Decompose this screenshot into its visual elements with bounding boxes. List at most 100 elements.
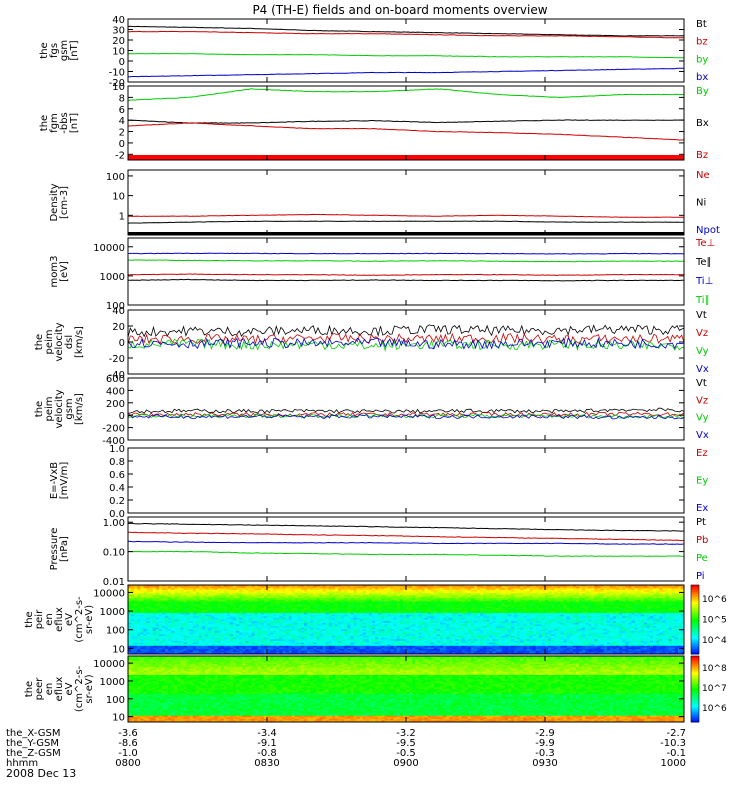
y-tick-label: -10 (109, 68, 125, 79)
y-tick-label: 100 (106, 626, 125, 637)
y-tick-label: 100 (106, 301, 125, 312)
colorbar-cell (691, 664, 699, 667)
colorbar-cell (691, 679, 699, 682)
legend-bx: bx (696, 72, 708, 83)
y-axis-label: [nT] (69, 40, 80, 60)
legend-Npot: Npot (696, 225, 720, 236)
y-axis-label: fgm (49, 113, 60, 133)
legend-Pe: Pe (696, 553, 708, 564)
legend-Te∥: Te∥ (695, 257, 712, 268)
legend-By: By (696, 86, 709, 97)
colorbar-cell (691, 674, 699, 677)
x-row-value: -0.3 (535, 748, 555, 759)
y-tick-label: -20 (109, 78, 125, 89)
date-label: 2008 Dec 13 (6, 767, 76, 780)
x-row-value: -0.1 (666, 748, 686, 759)
colorbar-cell (691, 698, 699, 702)
y-tick-label: -200 (102, 424, 125, 435)
y-tick-label: 200 (106, 399, 125, 410)
legend-Bt: Bt (696, 19, 707, 30)
colorbar-cell (691, 641, 699, 645)
y-axis-label: eflux (54, 677, 65, 702)
series-line-bx (127, 67, 685, 78)
colorbar-cell (691, 638, 699, 641)
colorbar-cell (691, 710, 699, 713)
panel-8: 10^4 10^5 10^6 10 100 1000 10000 the peir en eflux… (24, 584, 727, 655)
y-tick-label: 0.2 (109, 496, 125, 507)
x-row-value: -8.6 (118, 738, 138, 749)
y-axis-label: E=-VxB (49, 462, 60, 499)
y-axis-label: [eV] (59, 261, 70, 282)
legend-bz: bz (696, 37, 708, 48)
x-row-value: 1000 (661, 758, 686, 769)
colorbar-cell (691, 614, 699, 617)
y-axis-label: velocity (54, 389, 65, 428)
y-tick-label: 0 (119, 139, 125, 150)
y-tick-label: -400 (102, 436, 125, 447)
y-tick-label: 100 (106, 695, 125, 706)
heatmap-cells (128, 585, 685, 655)
y-tick-label: 1000 (100, 677, 125, 688)
colorbar-cell (691, 707, 699, 710)
colorbar-cell (691, 685, 699, 688)
y-axis-label: en (44, 683, 55, 696)
heatmap-cells (128, 656, 685, 723)
y-tick-label: 10 (112, 713, 125, 724)
y-axis-label: sr-eV) (84, 674, 95, 703)
series-line-Pb (128, 531, 685, 542)
series-line-Ni (127, 220, 684, 224)
colorbar-cell (691, 628, 699, 631)
y-axis-label: fgs (49, 43, 60, 58)
y-axis-label: -bbs (59, 112, 70, 134)
colorbar-cell (691, 622, 699, 626)
colorbar-cell (691, 702, 699, 705)
y-tick-label: 0.01 (103, 577, 125, 588)
y-axis-label: Pressure (49, 528, 60, 571)
colorbar-cell (691, 669, 699, 672)
y-tick-label: 6 (119, 105, 125, 116)
series-line-Vt (127, 407, 685, 414)
panel-frame (127, 169, 685, 236)
colorbar-cell (691, 617, 699, 620)
panel-9: 10^6 10^7 10^8 10 100 1000 10000 the peer en eflux… (24, 655, 727, 724)
x-row-value: 0900 (393, 758, 418, 769)
colorbar-cell (691, 610, 699, 614)
colorbar-cell (691, 695, 699, 698)
colorbar-cell (691, 652, 699, 655)
colorbar-cell (691, 626, 699, 629)
y-tick-label: 2 (119, 128, 125, 139)
panel-7: 0.01 0.10 1.00 Pressure [nPa] Pt Pb Pe Pi (49, 516, 708, 588)
series-line-Vz (127, 332, 685, 346)
y-axis-label: the (39, 115, 50, 131)
colorbar-cell (691, 593, 699, 596)
colorbar-cell (691, 689, 699, 692)
y-axis-label: [nT] (69, 113, 80, 133)
y-tick-label: 40 (112, 15, 125, 26)
colorbar-cell (691, 687, 699, 690)
y-axis-label: sr-eV) (84, 605, 95, 634)
colorbar-cell (691, 718, 699, 721)
y-axis-label: dsl (64, 335, 75, 349)
colorbar-tick-label: 10^7 (702, 684, 727, 694)
colorbar-cell (691, 682, 699, 685)
legend-Ti⊥: Ti⊥ (695, 276, 713, 287)
colorbar-cell (691, 643, 699, 646)
colorbar-cell (691, 629, 699, 633)
colorbar-cell (691, 675, 699, 678)
colorbar-cell (691, 662, 699, 665)
x-row-value: -10.3 (660, 738, 686, 749)
legend-Bz: Bz (696, 150, 708, 161)
legend-Pb: Pb (696, 535, 708, 546)
series-line-Pt (127, 522, 685, 532)
colorbar-cell (691, 648, 699, 652)
y-tick-label: 30 (112, 26, 125, 37)
x-row-value: -3.4 (257, 728, 277, 739)
colorbar-cell (691, 700, 699, 703)
y-axis-label: the (34, 401, 45, 417)
y-tick-label: 10000 (93, 588, 125, 599)
y-axis-label: gsm (64, 398, 75, 419)
colorbar-cell (691, 588, 699, 591)
